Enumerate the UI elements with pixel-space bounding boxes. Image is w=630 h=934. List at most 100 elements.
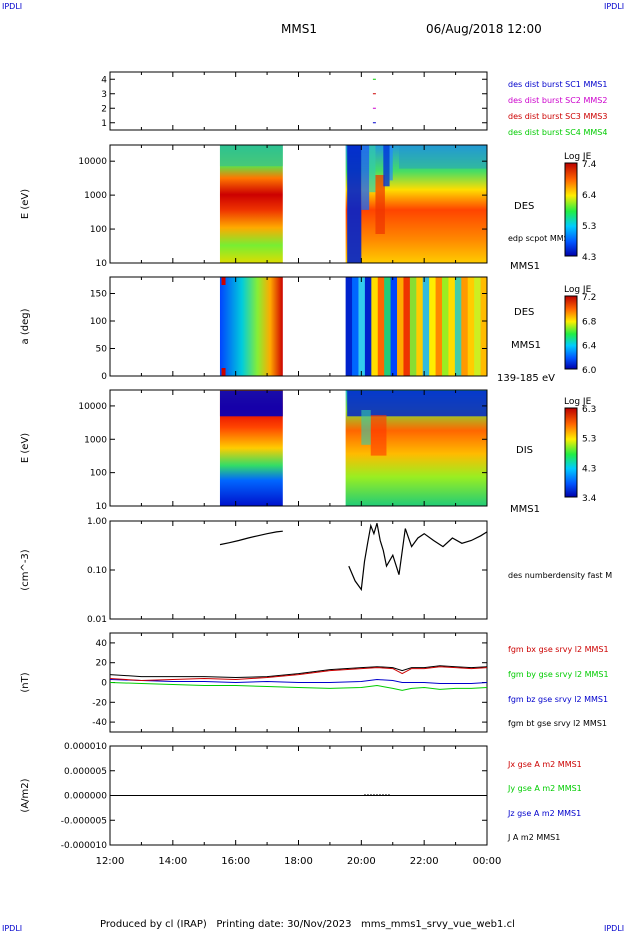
y-axis-label: (nT) — [20, 672, 31, 692]
header-datetime: 06/Aug/2018 12:00 — [426, 22, 542, 36]
des-energy-stripe — [375, 175, 385, 234]
colorbar — [564, 295, 578, 370]
des-pitch-stripe — [416, 277, 424, 376]
dis-energy-stripe — [361, 410, 371, 445]
y-tick-label: 50 — [96, 345, 108, 355]
colorbar-tick-label: 7.4 — [582, 160, 597, 170]
y-tick-label: 10000 — [78, 157, 107, 167]
fgm-series-line — [109, 682, 488, 691]
des-pitch-stripe — [345, 277, 353, 376]
des-pitch-stripe — [422, 277, 430, 376]
y-tick-label: 0 — [101, 679, 107, 689]
y-tick-label: 10000 — [78, 402, 107, 412]
des-pitch-stripe — [448, 277, 456, 376]
des-pitch-stripe — [442, 277, 449, 376]
dis-energy-stripe — [219, 390, 283, 417]
legend-entry: fgm bx gse srvy l2 MMS1 — [508, 645, 609, 654]
colorbar-title: Log JE — [564, 285, 592, 295]
dis-energy-stripe — [370, 415, 387, 456]
legend-entry: fgm bt gse srvy l2 MMS1 — [508, 719, 607, 728]
des-pitch-stripe — [435, 277, 443, 376]
y-tick-label: 100 — [90, 317, 107, 327]
corner-br: IPDLI — [604, 924, 625, 933]
y-tick-label: 0.000010 — [64, 742, 107, 752]
colorbar-tick-label: 6.4 — [582, 342, 597, 352]
des-pitch-stripe — [221, 277, 226, 285]
colorbar-tick-label: 5.3 — [582, 222, 596, 232]
y-tick-label: 100 — [90, 225, 107, 235]
des-pitch-stripe — [461, 277, 469, 376]
y-tick-label: -0.000005 — [61, 816, 107, 826]
y-tick-label: 10 — [96, 502, 108, 512]
legend-entry: des dist burst SC4 MMS4 — [508, 128, 607, 137]
corner-bl: IPDLI — [2, 924, 23, 933]
colorbar-title: Log JE — [564, 152, 592, 162]
x-tick-label: 14:00 — [158, 856, 187, 867]
x-tick-label: 22:00 — [410, 856, 439, 867]
fgm-series-line — [109, 678, 488, 684]
panel-label: DIS — [516, 445, 533, 456]
legend-entry: des dist burst SC1 MMS1 — [508, 80, 607, 89]
colorbar — [564, 162, 578, 257]
x-tick-label: 16:00 — [221, 856, 250, 867]
colorbar-tick-label: 7.2 — [582, 293, 596, 303]
des-pitch-stripe — [221, 368, 226, 376]
y-tick-label: -0.000010 — [61, 841, 107, 851]
y-tick-label: 100 — [90, 469, 107, 479]
y-axis-label: E (eV) — [20, 433, 31, 463]
y-tick-label: 0.000005 — [64, 767, 107, 777]
y-tick-label: 1000 — [84, 435, 107, 445]
colorbar-tick-label: 4.3 — [582, 253, 596, 263]
des-pitch-stripe — [467, 277, 475, 376]
y-axis-label: a (deg) — [20, 308, 31, 344]
y-axis-label: (A/m2) — [20, 778, 31, 812]
legend-entry: fgm bz gse srvy l2 MMS1 — [508, 695, 608, 704]
legend-entry: Jy gse A m2 MMS1 — [507, 784, 582, 793]
des-energy-stripe — [347, 145, 362, 263]
y-tick-label: 4 — [101, 75, 107, 85]
y-tick-label: 1 — [101, 119, 107, 129]
des-energy-stripe — [369, 145, 376, 193]
x-tick-label: 00:00 — [473, 856, 502, 867]
colorbar-tick-label: 4.3 — [582, 464, 596, 474]
des-energy-stripe — [389, 145, 393, 181]
legend-entry: Jz gse A m2 MMS1 — [507, 809, 581, 818]
panel-energy-label: 139-185 eV — [497, 373, 555, 384]
y-tick-label: 2 — [101, 104, 107, 114]
x-tick-label: 20:00 — [347, 856, 376, 867]
y-tick-label: 0.01 — [87, 615, 107, 625]
y-tick-label: 0.000000 — [64, 792, 107, 802]
colorbar-tick-label: 6.8 — [582, 317, 597, 327]
des-pitch-stripe — [403, 277, 411, 376]
des-pitch-stripe — [371, 277, 379, 376]
colorbar-title: Log JE — [564, 397, 592, 407]
y-axis-label: E (eV) — [20, 189, 31, 219]
corner-tl: IPDLI — [2, 2, 23, 11]
legend-entry: fgm by gse srvy l2 MMS1 — [508, 670, 609, 679]
des-pitch-stripe — [474, 277, 482, 376]
panel-sc-label: MMS1 — [510, 261, 540, 272]
corner-tr: IPDLI — [604, 2, 625, 11]
des-pitch-stripe — [352, 277, 359, 376]
des-pitch-stripe — [454, 277, 462, 376]
des-pitch-stripe — [384, 277, 392, 376]
des-energy-stripe — [219, 145, 283, 167]
y-tick-label: 20 — [96, 659, 108, 669]
y-tick-label: 1000 — [84, 191, 107, 201]
des-energy-stripe — [361, 145, 370, 210]
y-tick-label: 40 — [96, 639, 108, 649]
colorbar-tick-label: 6.0 — [582, 366, 597, 376]
des-pitch-block-a — [219, 277, 283, 376]
panel-label: DES — [514, 201, 534, 212]
panel-density-frame — [109, 520, 488, 620]
colorbar-tick-label: 3.4 — [582, 494, 597, 504]
panel-sublabel: edp scpot MMS1 — [508, 234, 574, 243]
panel-sc-label: MMS1 — [510, 504, 540, 515]
colorbar-tick-label: 6.3 — [582, 405, 596, 415]
legend-entry: des dist burst SC2 MMS2 — [508, 96, 607, 105]
y-tick-label: 0.10 — [87, 566, 107, 576]
panel-sublabel: MMS1 — [511, 340, 541, 351]
colorbar-tick-label: 6.4 — [582, 191, 597, 201]
density-series-line — [219, 530, 283, 546]
